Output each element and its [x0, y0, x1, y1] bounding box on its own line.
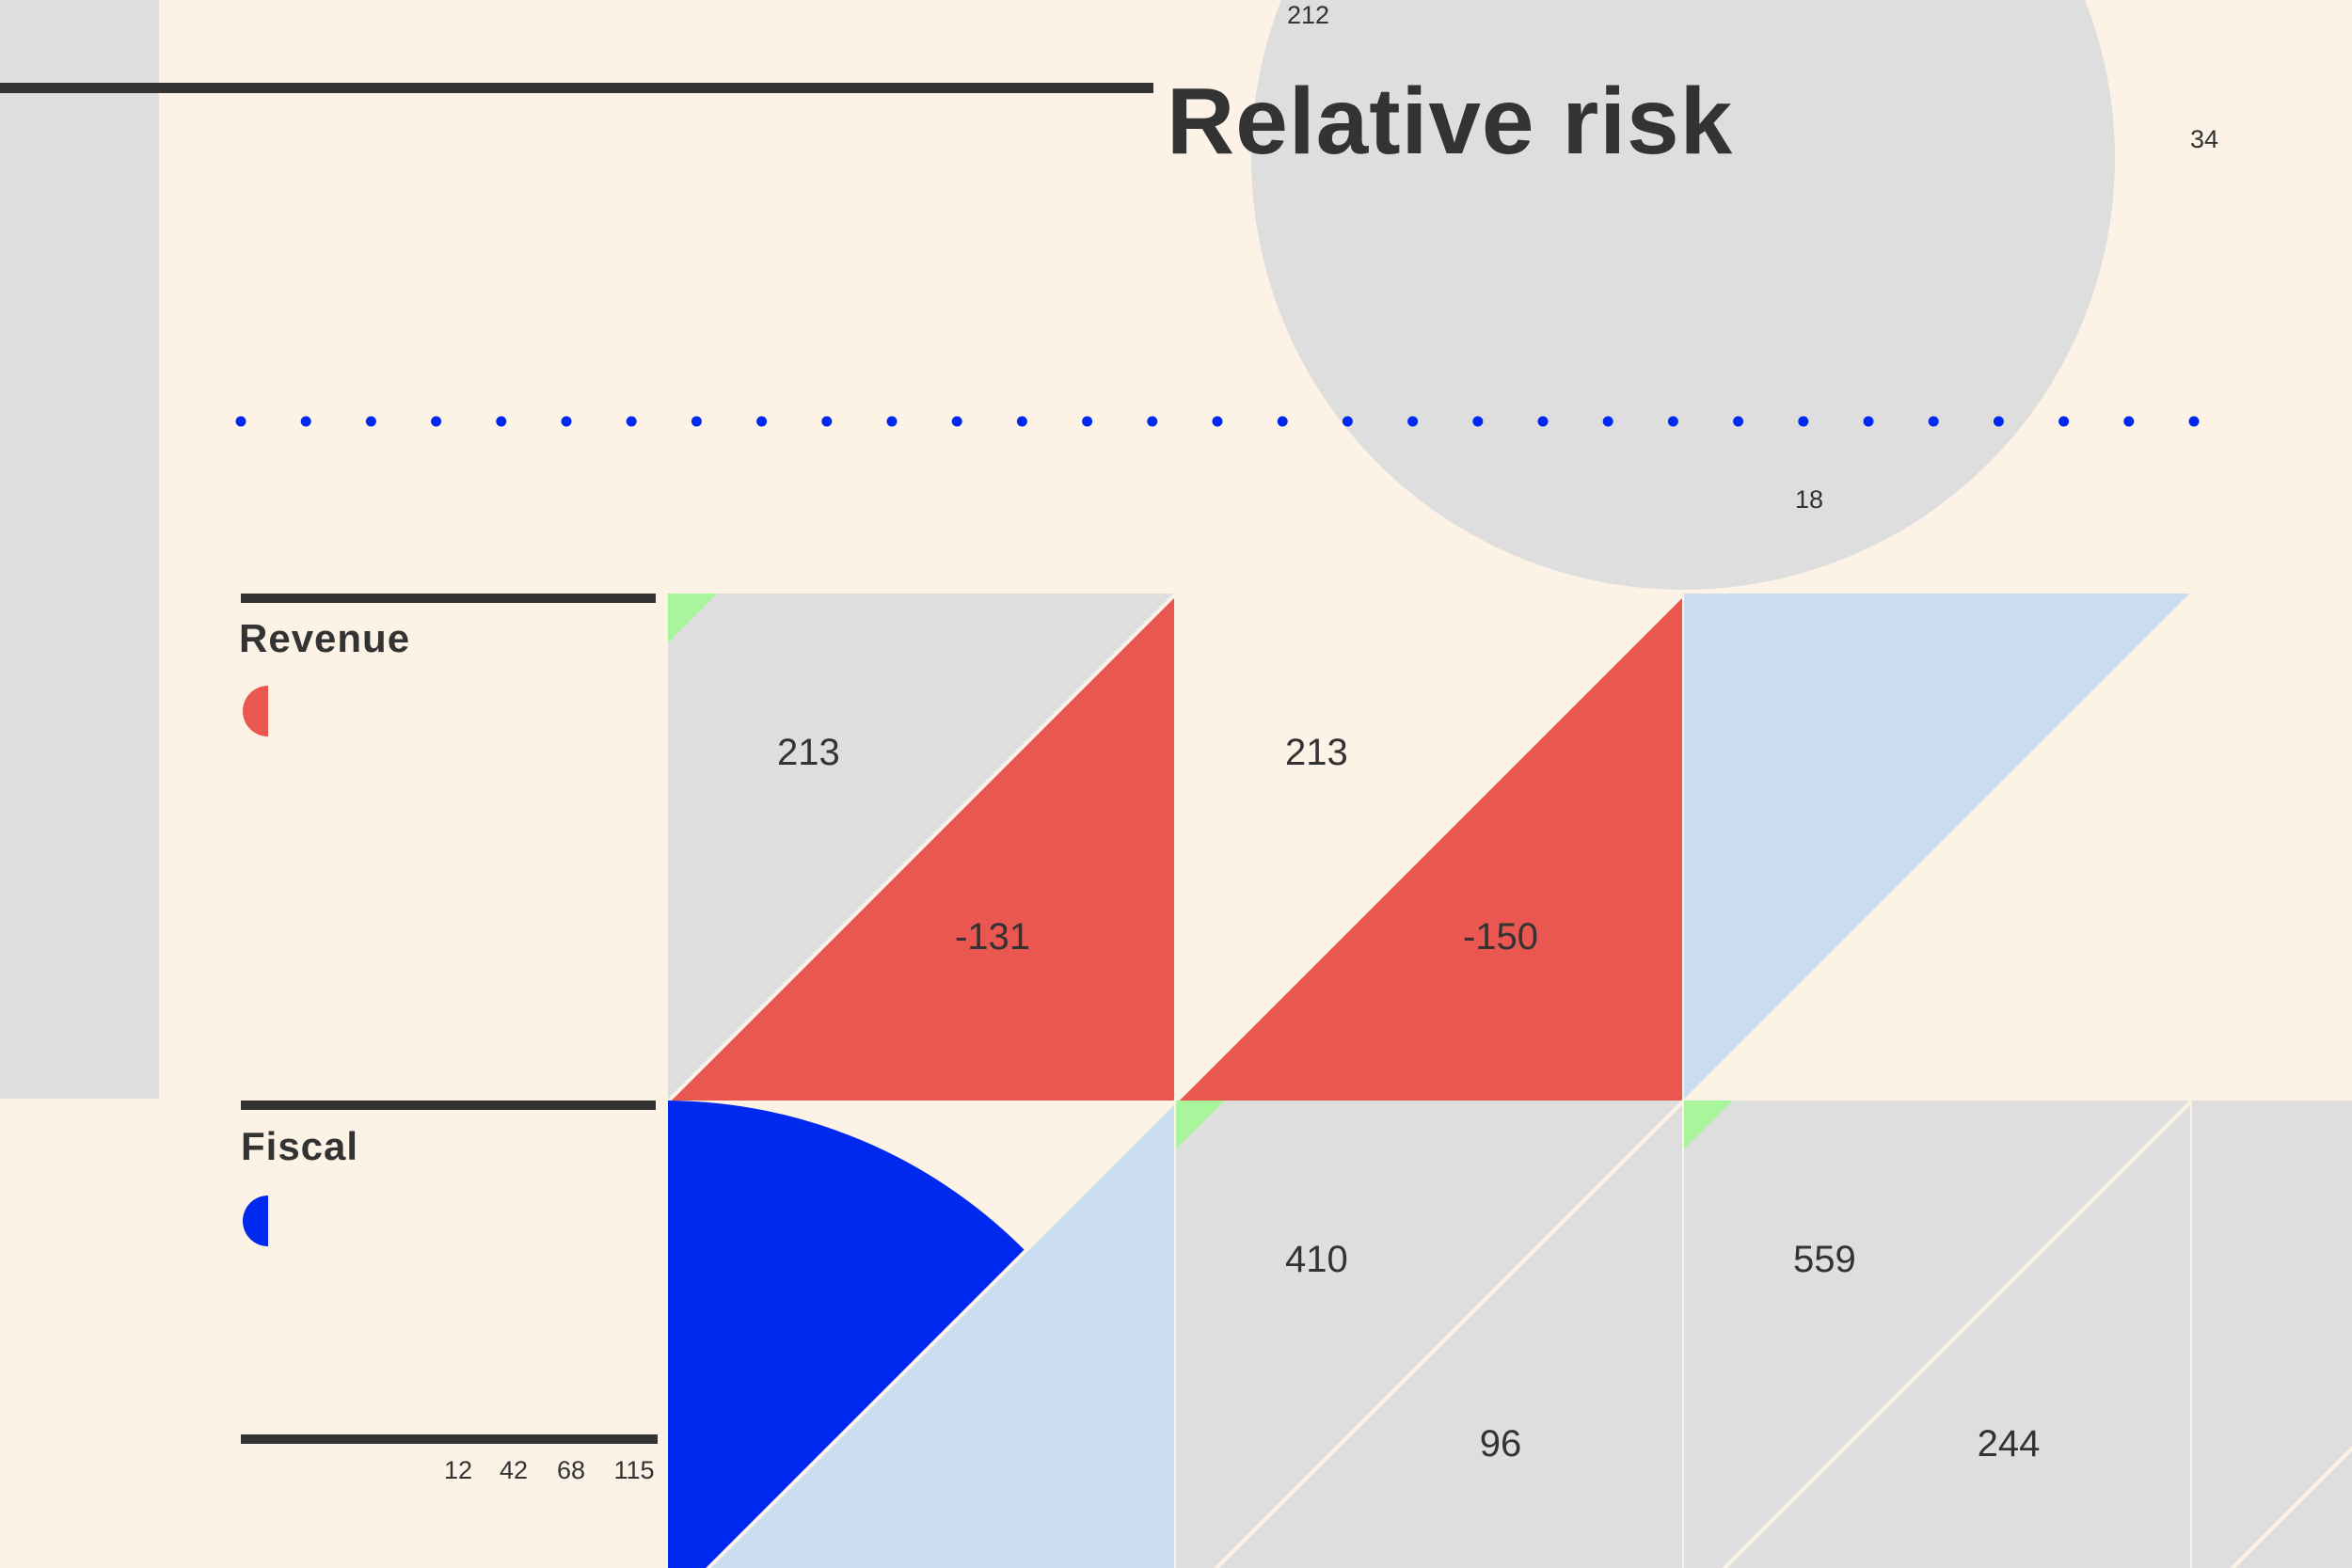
dot-marker	[821, 416, 833, 427]
dot-marker	[2188, 416, 2200, 427]
dot-marker	[1602, 416, 1613, 427]
background-circle	[1251, 0, 2115, 590]
size-scale: 12 42 68 115	[444, 1456, 655, 1484]
annotation-18: 18	[1795, 485, 1823, 514]
cell-fiscal-1	[668, 1099, 1178, 1568]
dot-marker	[1016, 416, 1027, 427]
left-gray-band	[0, 0, 159, 1099]
dot-marker	[886, 416, 898, 427]
marker-flag	[668, 594, 717, 642]
dotted-rule	[235, 416, 2200, 427]
cell-diagonal	[706, 1099, 1178, 1568]
dot-marker	[1733, 416, 1744, 427]
scale-rule	[241, 1434, 658, 1444]
revenue-half-circle-icon	[243, 686, 268, 736]
cell-lower-value: 96	[1480, 1423, 1522, 1465]
dot-marker	[1993, 416, 2004, 427]
dot-marker	[1082, 416, 1093, 427]
cell-upper-value: 213	[777, 732, 840, 773]
upper-triangle	[1684, 1101, 2192, 1568]
cell-diagonal	[1682, 592, 2194, 1103]
dot-marker	[691, 416, 702, 427]
cell-diagonal	[1722, 1099, 2194, 1568]
cell-diagonal	[1174, 592, 1686, 1103]
cell-revenue-3	[1682, 592, 2194, 1103]
scale-tick-label: 42	[500, 1456, 528, 1484]
fiscal-half-circle-icon	[243, 1196, 268, 1246]
title-rule	[0, 83, 1153, 93]
marker-flag	[1176, 1101, 1225, 1149]
scale-tick-label: 115	[613, 1456, 654, 1484]
dot-marker	[1147, 416, 1158, 427]
upper-triangle	[2192, 1101, 2352, 1568]
dot-marker	[300, 416, 311, 427]
annotation-34: 34	[2190, 125, 2218, 153]
marker-flag	[1684, 1101, 1733, 1149]
dot-marker	[561, 416, 572, 427]
cell-lower-value: -131	[955, 916, 1030, 958]
dot-marker	[1472, 416, 1484, 427]
upper-triangle	[1176, 1101, 1684, 1568]
cell-fiscal-2: 410 96	[1176, 1099, 1686, 1568]
cell-revenue-1: 213 -131	[666, 592, 1178, 1103]
dot-marker	[951, 416, 962, 427]
cell-diagonal	[2230, 1446, 2352, 1568]
cell-upper-value: 559	[1793, 1239, 1856, 1280]
cell-revenue-2: 213 -150	[1174, 592, 1686, 1103]
dot-marker	[1537, 416, 1549, 427]
cell-upper-value: 410	[1285, 1239, 1348, 1280]
cell-fiscal-3: 559 244	[1684, 1099, 2194, 1568]
dot-marker	[1277, 416, 1288, 427]
dot-marker	[1928, 416, 1939, 427]
dot-marker	[1212, 416, 1223, 427]
dot-marker	[431, 416, 442, 427]
scale-tick-label: 12	[444, 1456, 472, 1484]
dot-marker	[2058, 416, 2070, 427]
row-rule-revenue	[241, 594, 656, 603]
cell-diagonal	[666, 592, 1178, 1103]
dot-marker	[1342, 416, 1353, 427]
dot-marker	[1407, 416, 1419, 427]
dot-marker	[756, 416, 768, 427]
row-label-fiscal: Fiscal	[241, 1124, 358, 1168]
dot-marker	[496, 416, 507, 427]
cell-lower-value: -150	[1463, 916, 1538, 958]
row-rule-fiscal	[241, 1101, 656, 1110]
annotation-212: 212	[1287, 1, 1329, 29]
cell-diagonal	[1214, 1099, 1686, 1568]
dot-marker	[1798, 416, 1809, 427]
dot-marker	[1667, 416, 1678, 427]
dot-marker	[235, 416, 246, 427]
cell-lower-value: 244	[1978, 1423, 2041, 1465]
dot-marker	[626, 416, 637, 427]
dot-marker	[365, 416, 376, 427]
chart-title: Relative risk	[1167, 69, 1733, 174]
cell-fiscal-4	[2192, 1101, 2352, 1568]
scale-tick-label: 68	[557, 1456, 585, 1484]
dot-marker	[1863, 416, 1874, 427]
cell-grid: 213 -131 213 -150 410 96 559 244	[666, 592, 2352, 1568]
quarter-disc-mark	[668, 1101, 1025, 1568]
cell-upper-value: 213	[1285, 732, 1348, 773]
dot-marker	[2123, 416, 2135, 427]
row-label-revenue: Revenue	[239, 616, 410, 660]
